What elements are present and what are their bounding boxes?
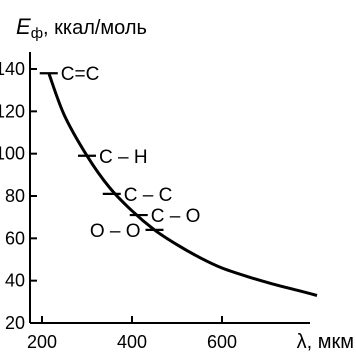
- tick-group: 20 40 60 80 100 120 140 200 400 600: [0, 59, 237, 352]
- x-axis-label: λ, мкм: [297, 331, 354, 353]
- bond-label: C=C: [61, 64, 100, 85]
- annotation-group: C=C C – H C – CC – O O – O: [40, 64, 201, 242]
- bond-label: C – O: [151, 206, 201, 227]
- x-tick-label: 200: [27, 332, 57, 352]
- bond-label: C – C: [124, 185, 173, 206]
- y-tick-label: 80: [5, 186, 25, 206]
- y-tick-label: 20: [5, 313, 25, 333]
- y-axis-label: Eф, ккал/моль: [16, 14, 147, 42]
- bond-label: O – O: [90, 221, 141, 242]
- y-tick-label: 60: [5, 228, 25, 248]
- y-axis-label-unit: , ккал/моль: [43, 17, 147, 39]
- y-tick-label: 100: [0, 144, 25, 164]
- y-tick-label: 40: [5, 271, 25, 291]
- y-axis-label-subscript: ф: [31, 25, 43, 42]
- series-group: [49, 73, 317, 295]
- bond-label: C – H: [99, 147, 148, 168]
- y-tick-label: 120: [0, 101, 25, 121]
- series-line: [49, 73, 317, 295]
- y-axis-label-symbol: E: [16, 14, 31, 39]
- x-tick-label: 400: [117, 332, 147, 352]
- x-tick-label: 600: [207, 332, 237, 352]
- y-tick-label: 140: [0, 59, 25, 79]
